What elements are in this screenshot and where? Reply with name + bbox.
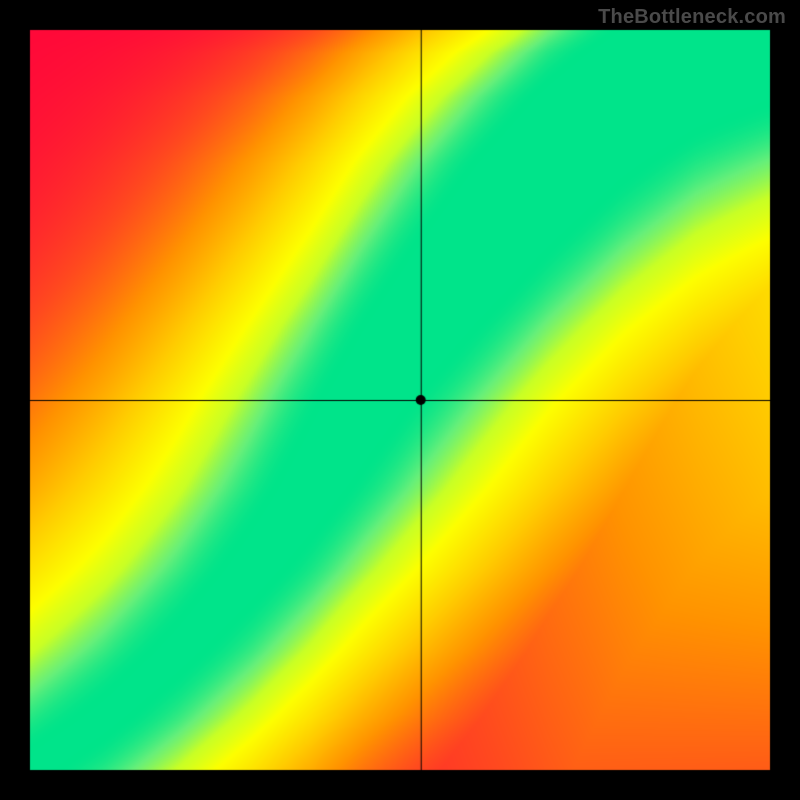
- bottleneck-heatmap-canvas: [0, 0, 800, 800]
- chart-container: TheBottleneck.com: [0, 0, 800, 800]
- watermark-text: TheBottleneck.com: [598, 6, 786, 29]
